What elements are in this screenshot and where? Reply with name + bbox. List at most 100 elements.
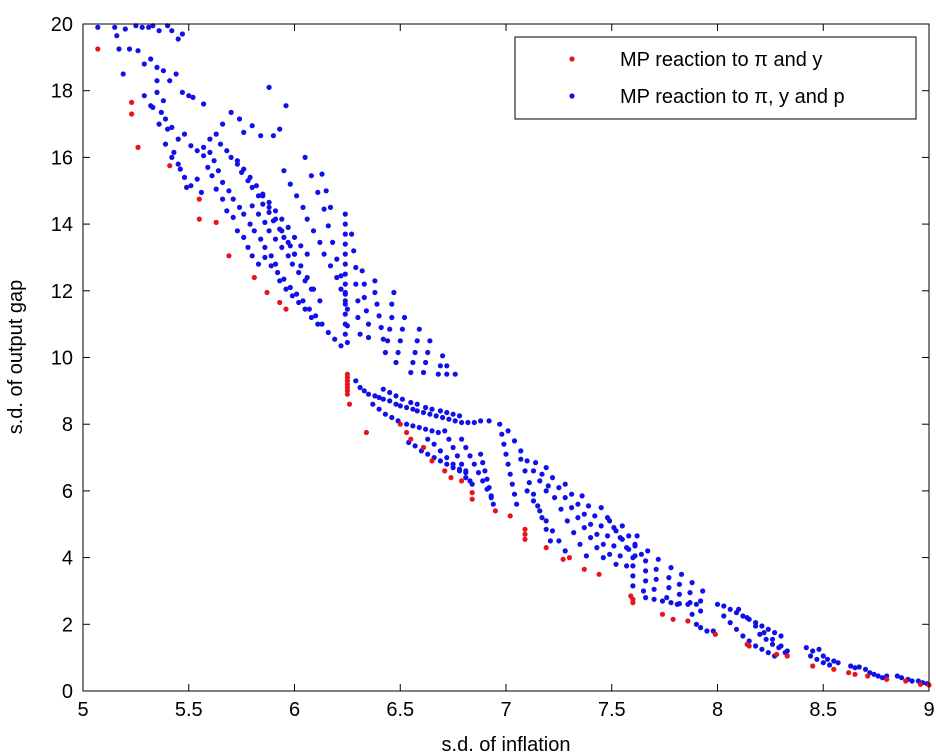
data-point (816, 646, 822, 652)
x-tick-label: 8 (712, 699, 723, 721)
y-tick-label: 16 (51, 147, 73, 169)
data-point (404, 404, 410, 411)
data-point (566, 555, 573, 561)
data-point (772, 630, 778, 636)
data-point (95, 24, 101, 30)
data-point (875, 673, 881, 679)
data-point (408, 399, 414, 406)
data-point (423, 359, 429, 366)
data-point (353, 281, 359, 287)
data-point (831, 666, 837, 672)
data-point (459, 461, 465, 467)
data-point (234, 228, 240, 234)
data-point (169, 28, 175, 34)
data-point (676, 581, 683, 587)
data-point (543, 526, 549, 532)
data-point (575, 501, 581, 507)
data-point (249, 123, 255, 129)
data-point (255, 211, 262, 217)
data-point (150, 104, 156, 110)
data-point (389, 314, 395, 321)
data-point (533, 460, 539, 466)
data-point (514, 501, 520, 507)
data-point (404, 429, 410, 436)
data-point (236, 204, 243, 210)
data-point (471, 461, 477, 467)
legend: MP reaction to π and y MP reaction to π,… (514, 36, 917, 120)
data-point (321, 251, 327, 257)
data-point (530, 491, 537, 497)
data-point (190, 94, 196, 100)
data-point (344, 306, 350, 312)
data-point (95, 46, 101, 52)
data-point (442, 468, 448, 474)
data-point (698, 598, 704, 604)
data-point (600, 541, 606, 547)
data-point (361, 294, 367, 301)
data-point (294, 193, 300, 199)
data-point (537, 508, 543, 514)
data-point (277, 278, 283, 284)
data-point (355, 314, 361, 321)
data-point (543, 488, 549, 494)
series-1 (95, 46, 932, 688)
data-point (619, 536, 625, 542)
data-point (194, 148, 200, 154)
data-point (342, 291, 348, 297)
data-point (562, 495, 568, 501)
data-point (114, 33, 120, 39)
data-point (304, 251, 310, 257)
data-point (427, 411, 433, 417)
data-point (740, 613, 746, 619)
data-point (425, 436, 431, 442)
data-point (827, 662, 833, 668)
data-point (852, 665, 858, 671)
data-point (852, 671, 858, 677)
data-point (255, 193, 262, 199)
data-point (522, 526, 528, 532)
data-point (215, 168, 221, 174)
data-point (668, 565, 674, 571)
data-point (330, 239, 336, 245)
data-point (765, 626, 771, 632)
data-point (247, 221, 253, 227)
data-point (234, 158, 240, 164)
data-point (177, 166, 183, 172)
data-point (630, 600, 636, 606)
data-point (543, 545, 549, 551)
data-point (165, 126, 171, 132)
data-point (545, 483, 551, 489)
data-point (181, 174, 188, 180)
x-tick-label: 7 (500, 699, 511, 721)
data-point (626, 546, 632, 552)
data-point (581, 566, 587, 572)
data-point (664, 595, 670, 601)
data-point (370, 401, 376, 407)
data-point (116, 46, 122, 52)
data-point (349, 231, 355, 237)
y-tick-label: 20 (51, 14, 73, 36)
data-point (450, 444, 456, 451)
data-point (446, 416, 452, 422)
data-point (241, 166, 247, 172)
data-point (440, 414, 446, 421)
data-point (530, 498, 537, 504)
data-point (393, 401, 399, 407)
data-point (429, 428, 435, 434)
data-point (228, 154, 234, 160)
data-point (626, 533, 632, 539)
series-2 (95, 23, 930, 687)
data-point (285, 239, 291, 245)
data-point (378, 324, 384, 331)
data-point (353, 264, 359, 271)
data-point (213, 131, 219, 137)
data-point (569, 491, 575, 497)
data-point (289, 261, 295, 267)
data-point (321, 206, 327, 212)
data-point (693, 601, 700, 607)
data-point (412, 349, 418, 356)
data-point (262, 244, 268, 250)
data-point (539, 515, 545, 521)
data-point (454, 453, 460, 459)
data-point (746, 643, 752, 649)
